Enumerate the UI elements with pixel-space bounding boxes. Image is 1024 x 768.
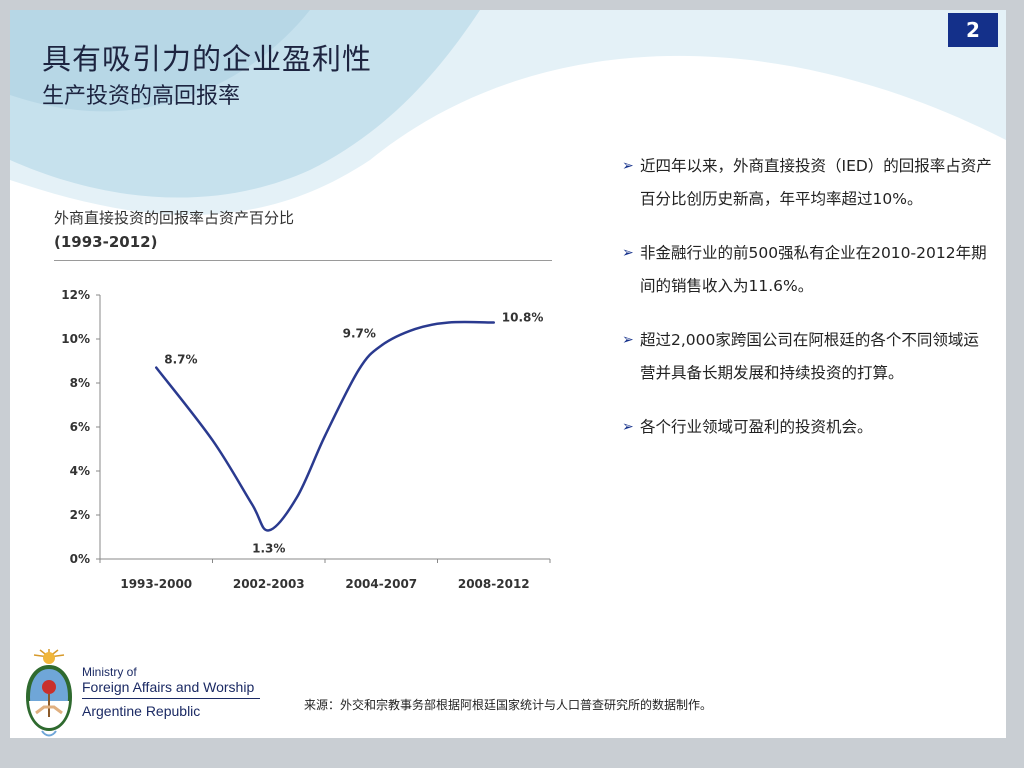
y-tick-label: 0% (70, 552, 90, 566)
logo-line-1: Ministry of (82, 665, 137, 679)
bullet-text: 超过2,000家跨国公司在阿根廷的各个不同领域运营并具备长期发展和持续投资的打算… (640, 331, 979, 382)
ministry-logo: Ministry of Foreign Affairs and Worship … (20, 647, 280, 738)
coat-of-arms-icon (25, 649, 73, 737)
x-tick-label: 2002-2003 (233, 577, 305, 591)
bullet-item: ➢ 各个行业领域可盈利的投资机会。 (622, 411, 992, 444)
bullet-text: 各个行业领域可盈利的投资机会。 (640, 418, 873, 436)
data-label: 8.7% (164, 353, 197, 367)
background-swirl (10, 10, 1006, 215)
data-label: 1.3% (252, 541, 285, 555)
data-label: 10.8% (502, 310, 544, 324)
bullet-item: ➢ 近四年以来，外商直接投资（IED）的回报率占资产百分比创历史新高，年平均率超过… (622, 150, 992, 216)
arrow-bullet-icon: ➢ (622, 332, 634, 348)
chart-caption-title: 外商直接投资的回报率占资产百分比 (54, 209, 295, 227)
slide-title: 具有吸引力的企业盈利性 (42, 42, 373, 76)
caption-divider (54, 260, 552, 261)
logo-divider (82, 698, 260, 699)
y-tick-label: 2% (70, 508, 90, 522)
bullet-text: 近四年以来，外商直接投资（IED）的回报率占资产百分比创历史新高，年平均率超过1… (640, 157, 992, 208)
y-tick-label: 8% (70, 376, 90, 390)
source-note: 来源：外交和宗教事务部根据阿根廷国家统计与人口普查研究所的数据制作。 (304, 698, 713, 712)
arrow-bullet-icon: ➢ (622, 419, 634, 435)
logo-line-3: Argentine Republic (82, 703, 201, 719)
arrow-bullet-icon: ➢ (622, 245, 634, 261)
slide-subtitle: 生产投资的高回报率 (42, 84, 241, 109)
chart-caption: 外商直接投资的回报率占资产百分比 (1993-2012) (54, 206, 294, 254)
y-tick-label: 10% (61, 332, 90, 346)
x-tick-label: 2004-2007 (345, 577, 417, 591)
x-tick-label: 2008-2012 (458, 577, 530, 591)
arrow-bullet-icon: ➢ (622, 158, 634, 174)
bullet-text: 非金融行业的前500强私有企业在2010-2012年期间的销售收入为11.6%。 (640, 244, 987, 295)
page-number-badge: 2 (948, 13, 998, 47)
slide: 2 具有吸引力的企业盈利性 生产投资的高回报率 外商直接投资的回报率占资产百分比… (10, 10, 1006, 738)
data-label: 9.7% (343, 327, 376, 341)
y-tick-label: 4% (70, 464, 90, 478)
bullet-item: ➢ 超过2,000家跨国公司在阿根廷的各个不同领域运营并具备长期发展和持续投资的打… (622, 324, 992, 390)
x-tick-label: 1993-2000 (120, 577, 192, 591)
y-tick-label: 12% (61, 288, 90, 302)
y-tick-label: 6% (70, 420, 90, 434)
logo-text: Ministry of Foreign Affairs and Worship … (82, 665, 260, 719)
bullet-item: ➢ 非金融行业的前500强私有企业在2010-2012年期间的销售收入为11.6%… (622, 237, 992, 303)
chart-caption-range: (1993-2012) (54, 233, 158, 251)
line-chart: 0% 2% 4% 6% 8% 10% 12% 1993-2000 2002-2003 2004-2… (61, 288, 551, 591)
series-line (155, 320, 495, 532)
logo-line-2: Foreign Affairs and Worship (82, 679, 255, 695)
bullet-list: ➢ 近四年以来，外商直接投资（IED）的回报率占资产百分比创历史新高，年平均率超过… (622, 150, 992, 465)
